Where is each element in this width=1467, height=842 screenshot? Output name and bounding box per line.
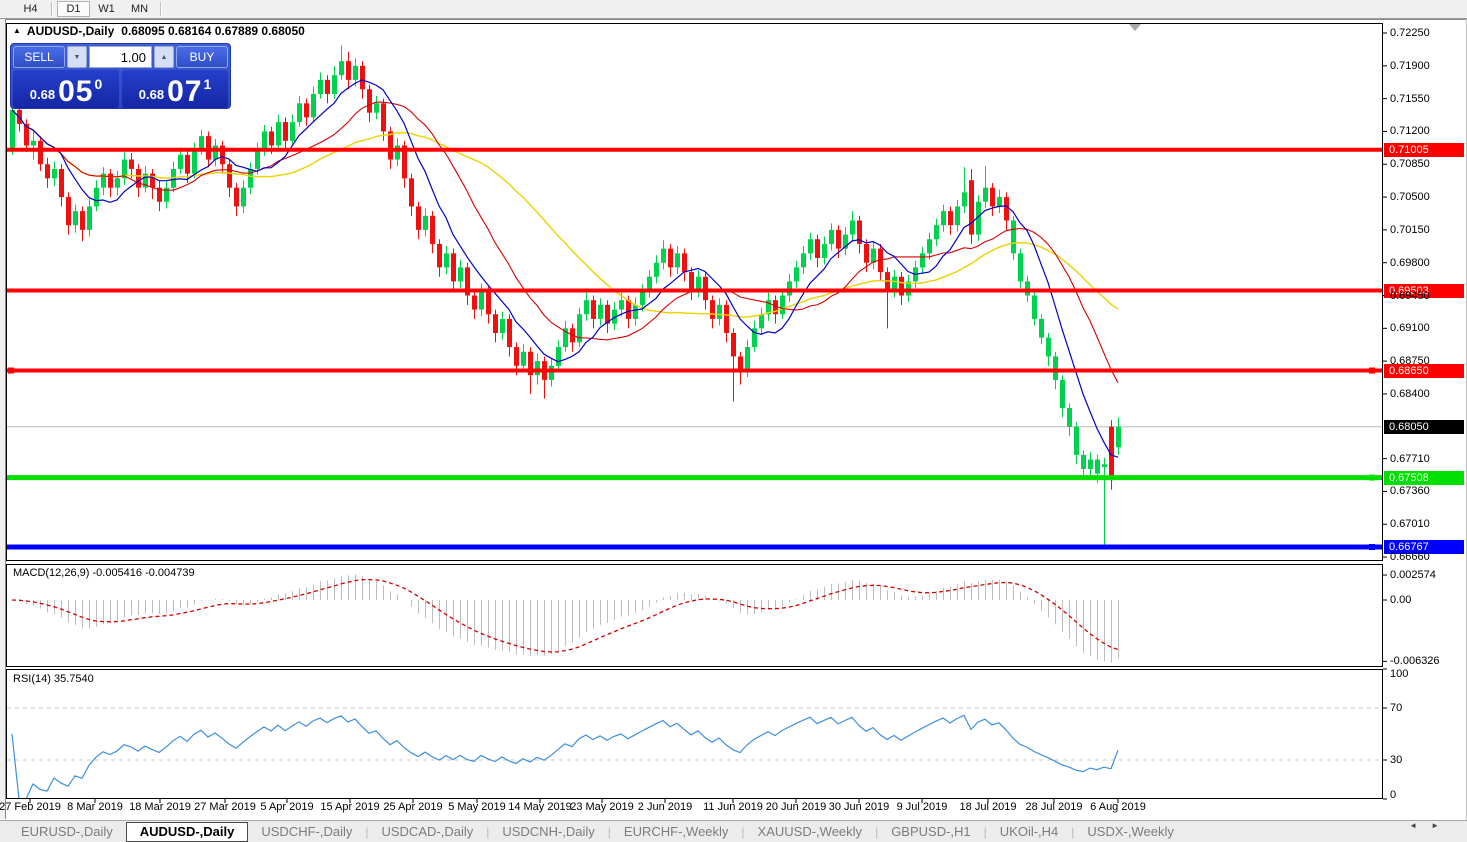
symbol-period-label: AUDUSD-,Daily — [26, 24, 115, 38]
sell-price-pip: 0 — [94, 76, 103, 92]
tab-usdx-weekly[interactable]: USDX-,Weekly — [1087, 823, 1174, 839]
tab-xauusd-weekly[interactable]: XAUUSD-,Weekly — [757, 823, 863, 839]
chart-title: ▲ AUDUSD-,Daily 0.68095 0.68164 0.67889 0.… — [13, 24, 305, 38]
volume-decrease-button[interactable]: ▼ — [67, 46, 87, 68]
ohlc-quote-label: 0.68095 0.68164 0.67889 0.68050 — [121, 24, 305, 38]
tab-ukoil-h4[interactable]: UKOil-,H4 — [999, 823, 1059, 839]
tab-scroll-controls: ◄ ► — [1409, 821, 1439, 830]
candlestick-layer — [10, 45, 1121, 547]
volume-increase-button[interactable]: ▲ — [154, 46, 174, 68]
toolbar-separator — [160, 2, 162, 16]
tab-separator: | — [486, 824, 490, 839]
ma-slow-line — [11, 109, 1119, 318]
sell-price-display[interactable]: 0.68 05 0 — [13, 70, 119, 108]
tab-scroll-right-icon[interactable]: ► — [1431, 821, 1439, 830]
hline-handle[interactable] — [1369, 367, 1375, 374]
tab-separator: | — [607, 824, 611, 839]
hline-handle[interactable] — [1369, 544, 1375, 551]
tab-eurchf-weekly[interactable]: EURCHF-,Weekly — [623, 823, 729, 839]
macd-signal-line — [11, 578, 1119, 653]
arrow-down-icon: ▼ — [73, 53, 81, 61]
tab-usdchf-daily[interactable]: USDCHF-,Daily — [261, 823, 353, 839]
tab-separator: | — [875, 824, 879, 839]
timeframe-h4-button[interactable]: H4 — [23, 3, 38, 15]
rsi-line — [11, 714, 1119, 798]
tab-gbpusd-h1[interactable]: GBPUSD-,H1 — [891, 823, 971, 839]
tab-eurusd-daily[interactable]: EURUSD-,Daily — [21, 823, 113, 839]
buy-price-prefix: 0.68 — [138, 87, 165, 102]
macd-indicator-label: MACD(12,26,9) -0.005416 -0.004739 — [13, 567, 195, 579]
sell-price-prefix: 0.68 — [29, 87, 56, 102]
ma-mid-line — [11, 101, 1119, 384]
tab-usdcad-daily[interactable]: USDCAD-,Daily — [381, 823, 474, 839]
toolbar-separator — [51, 2, 53, 16]
one-click-trading-panel: SELL ▼ 1.00 ▲ BUY 0.68 05 0 0.68 07 1 — [10, 43, 231, 109]
sell-price-big: 05 — [58, 75, 94, 108]
arrow-up-icon: ▲ — [160, 53, 168, 61]
buy-button[interactable]: BUY — [176, 46, 228, 68]
timeframe-d1-button[interactable]: D1 — [57, 1, 90, 17]
rsi-indicator-label: RSI(14) 35.7540 — [13, 673, 94, 685]
ma-fast-line — [11, 79, 1119, 458]
timeframe-w1-button[interactable]: W1 — [98, 3, 115, 15]
tab-separator: | — [365, 824, 369, 839]
tab-usdcnh-daily[interactable]: USDCNH-,Daily — [502, 823, 595, 839]
buy-price-big: 07 — [167, 75, 203, 108]
buy-price-display[interactable]: 0.68 07 1 — [122, 70, 228, 108]
tab-audusd-daily[interactable]: AUDUSD-,Daily — [125, 821, 249, 842]
hline-handle[interactable] — [1369, 474, 1375, 481]
sell-button[interactable]: SELL — [13, 46, 65, 68]
chart-tabs-bar: EURUSD-,Daily AUDUSD-,Daily USDCHF-,Daily |… — [0, 820, 1467, 842]
timeframe-mn-button[interactable]: MN — [130, 3, 149, 15]
chart-shift-marker-icon[interactable] — [1129, 24, 1141, 31]
volume-input[interactable]: 1.00 — [89, 46, 152, 68]
tab-scroll-left-icon[interactable]: ◄ — [1409, 821, 1418, 830]
hline-handle[interactable] — [8, 367, 14, 374]
collapse-arrow-icon: ▲ — [13, 26, 21, 35]
macd-layer — [11, 574, 1119, 663]
timeframe-toolbar: H4 D1 W1 MN — [0, 0, 1467, 19]
chart-canvas — [0, 19, 1467, 820]
window-left-edge — [0, 19, 6, 819]
rsi-layer — [7, 707, 1382, 798]
tab-separator: | — [1071, 824, 1075, 839]
buy-price-pip: 1 — [203, 76, 212, 92]
tab-separator: | — [983, 824, 987, 839]
tab-separator: | — [741, 824, 745, 839]
